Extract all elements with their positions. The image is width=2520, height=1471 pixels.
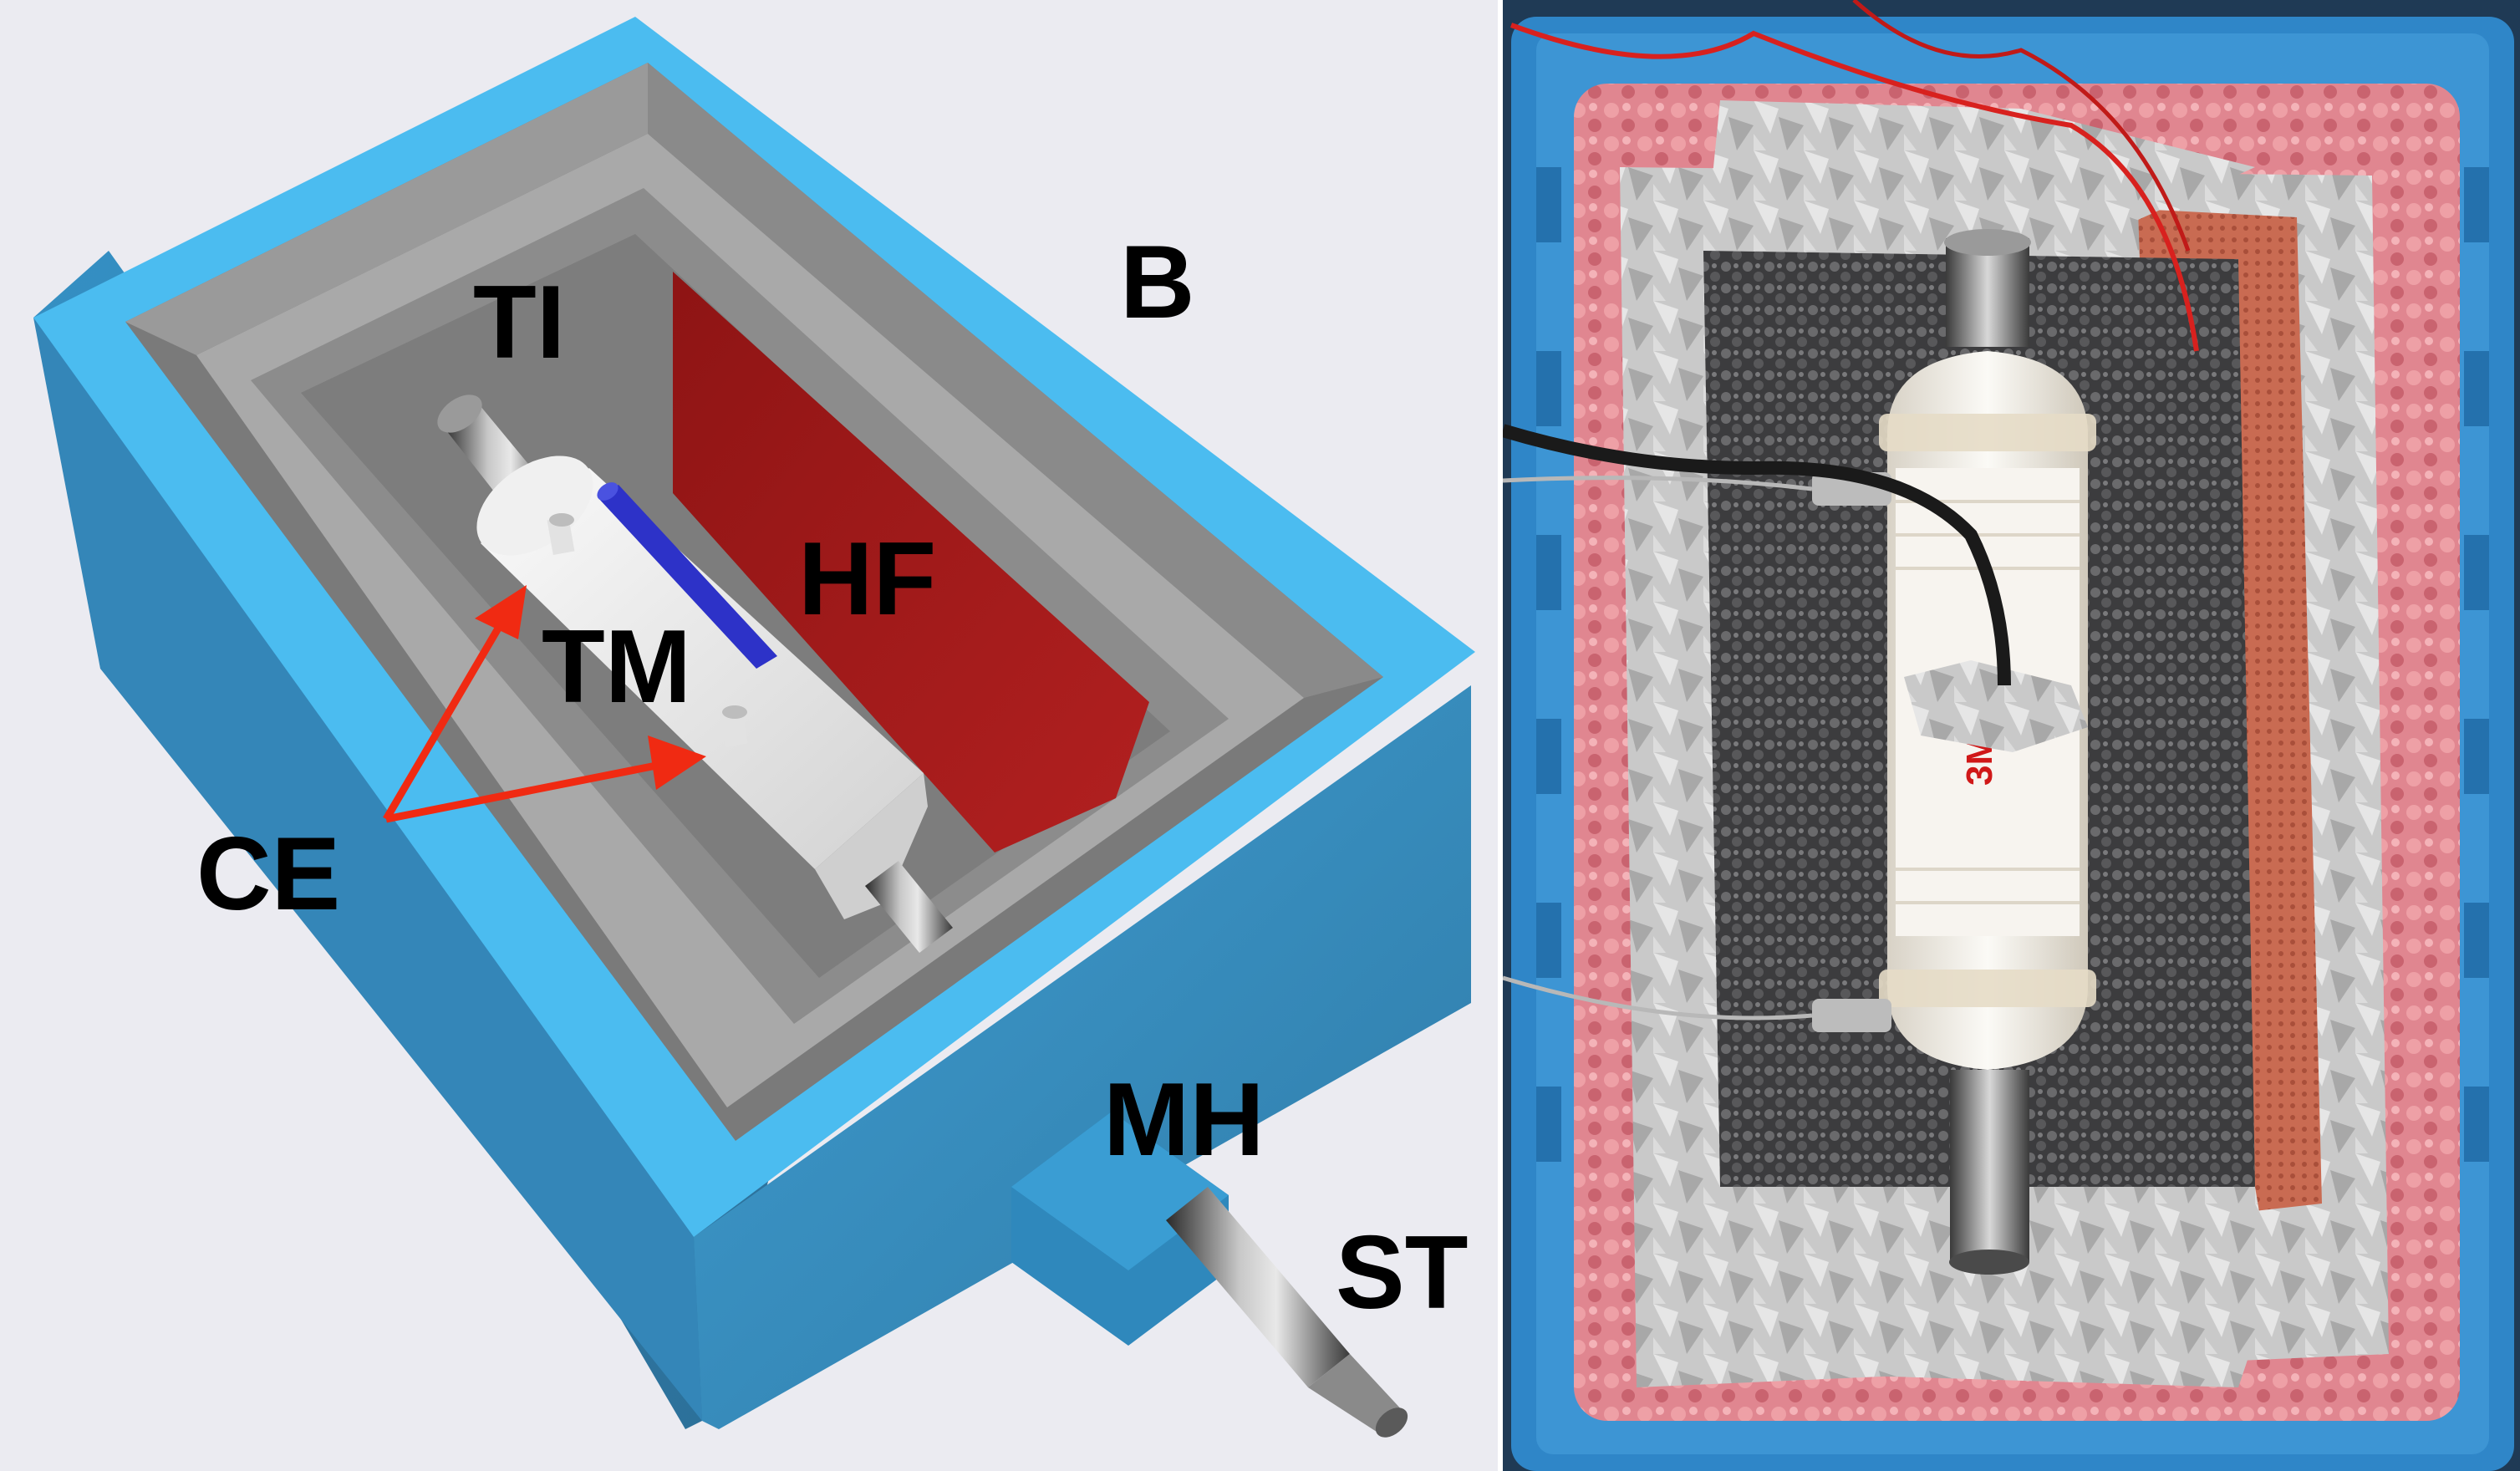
- foil-cover-bottom: [1687, 1187, 2272, 1387]
- port-lower: [720, 705, 748, 747]
- label-b: B: [1120, 225, 1195, 340]
- label-ti: TI: [473, 265, 565, 380]
- heating-foil: [673, 272, 1149, 853]
- box-inner-right-wall: [648, 63, 1383, 698]
- label-tm: TM: [542, 609, 691, 725]
- steel-fitting-top-cap: [1944, 229, 2031, 256]
- port-upper: [547, 513, 575, 555]
- box-inner-back-wall: [125, 63, 648, 355]
- box-outer-left-side: [33, 318, 702, 1421]
- cable-wire-upper: [1503, 476, 1813, 491]
- crate-ribs: [1536, 167, 2489, 1162]
- magnet-holder: [1011, 1112, 1229, 1346]
- label-st: ST: [1336, 1215, 1468, 1331]
- cable-red: [1509, 23, 2199, 352]
- cable-red-2: [1852, 0, 2191, 252]
- label-hf: HF: [798, 522, 936, 637]
- cooling-element-arrows: [383, 585, 706, 823]
- cable-black: [1503, 424, 2011, 686]
- foil-cover-top: [1712, 100, 2255, 251]
- steel-tube-lower: [865, 861, 953, 953]
- render-panel: TI B HF TM CE MH ST: [0, 0, 1498, 1471]
- arrow-upper-line: [383, 620, 505, 822]
- cable-wire-lower: [1503, 975, 1813, 1021]
- magnet: [597, 482, 777, 669]
- steel-fitting-top: [1946, 238, 2029, 347]
- arrow-upper-head: [475, 585, 527, 639]
- foil-wrap-sensor: [1904, 660, 2088, 752]
- steel-fitting-bottom: [1950, 1070, 2029, 1262]
- photo-panel: 3M: [1503, 0, 2520, 1471]
- arrow-lower-head: [648, 736, 706, 790]
- label-ce: CE: [196, 817, 340, 932]
- steel-shaft: [1166, 1187, 1408, 1438]
- label-mh: MH: [1103, 1062, 1265, 1178]
- box-front-face: [694, 685, 1471, 1429]
- arrow-lower-line: [385, 761, 661, 823]
- steel-fitting-bottom-cap: [1949, 1250, 2029, 1275]
- side-port-lower: [1812, 999, 1891, 1032]
